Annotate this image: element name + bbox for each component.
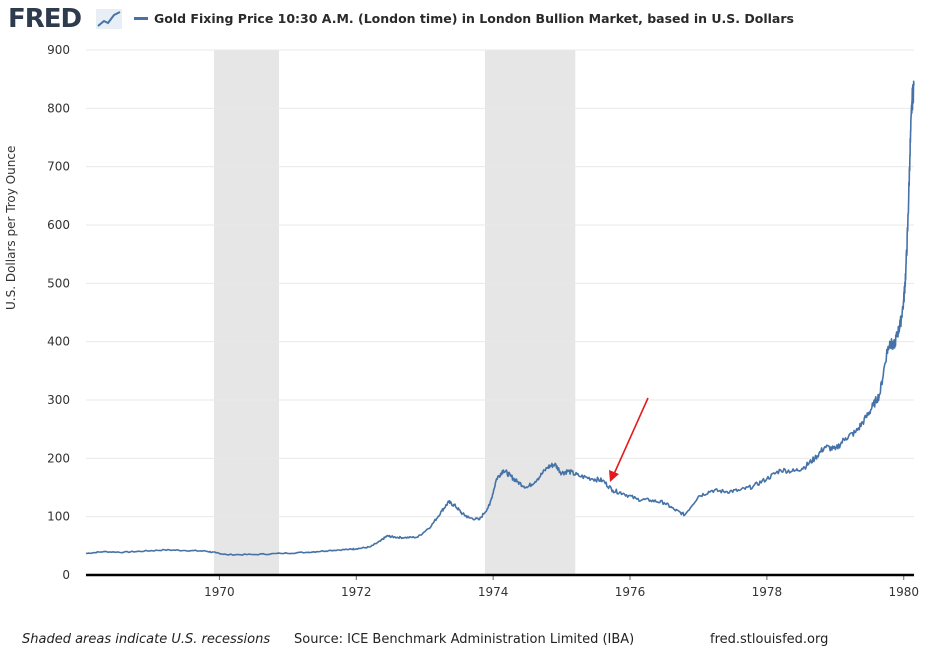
y-tick-label: 0 [62,568,70,582]
y-tick-label: 900 [47,43,70,57]
y-tick-label: 100 [47,510,70,524]
y-tick-label: 400 [47,335,70,349]
x-tick-label: 1970 [204,585,235,599]
recession-note: Shaded areas indicate U.S. recessions [22,632,271,647]
x-tick-label: 1972 [341,585,372,599]
y-tick-label: 700 [47,160,70,174]
annotation-arrow-head [609,470,619,482]
chart-legend: Gold Fixing Price 10:30 A.M. (London tim… [134,11,794,26]
fred-chart-icon [96,9,122,29]
recession-band [484,50,576,575]
x-tick-label: 1976 [615,585,646,599]
y-tick-label: 200 [47,451,70,465]
x-tick-label: 1980 [888,585,919,599]
x-tick-label: 1978 [752,585,783,599]
recession-band [213,50,279,575]
x-tick-label: 1974 [478,585,509,599]
chart-title: Gold Fixing Price 10:30 A.M. (London tim… [154,11,794,26]
chart-header: FRED Gold Fixing Price 10:30 A.M. (Londo… [0,0,936,40]
fred-logo[interactable]: FRED [8,4,82,34]
chart-plot: 0 100 200 300 400 500 600 700 800 900 1970 1972 1974… [47,43,919,599]
y-tick-label: 600 [47,218,70,232]
gold-price-series-line [85,80,915,556]
y-tick-label: 300 [47,393,70,407]
y-tick-label: 800 [47,101,70,115]
legend-swatch [134,17,148,20]
site-link[interactable]: fred.stlouisfed.org [710,632,829,647]
y-tick-label: 500 [47,276,70,290]
source-note: Source: ICE Benchmark Administration Lim… [294,632,635,647]
annotation-arrow-shaft [613,397,649,475]
